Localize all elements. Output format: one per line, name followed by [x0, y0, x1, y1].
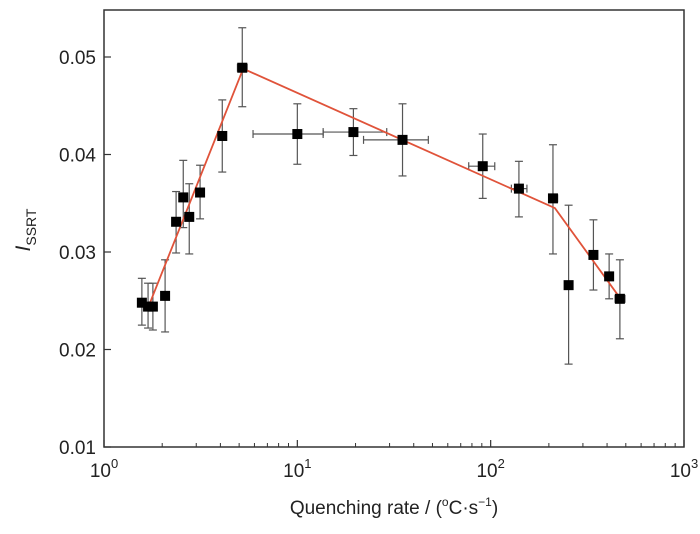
axes: 100 101 102 103 0.01 0.02 0.03 0.04 0.05 — [59, 9, 698, 482]
data-point — [604, 271, 615, 282]
data-point — [292, 129, 303, 140]
axis-labels: Quenching rate / (oC·s−1) ISSRT — [12, 208, 498, 519]
data-point — [136, 297, 147, 308]
data-point — [348, 127, 359, 138]
y-axis-label: ISSRT — [12, 208, 39, 251]
fit-line — [147, 67, 622, 308]
data-point — [614, 293, 625, 304]
data-point — [160, 290, 171, 301]
error-bars — [137, 27, 626, 365]
fit-line-group — [147, 67, 622, 308]
data-point — [217, 130, 228, 141]
data-points — [136, 62, 625, 312]
data-point — [397, 134, 408, 145]
y-tick-label: 0.02 — [59, 341, 96, 362]
y-tick-label: 0.01 — [59, 438, 96, 459]
data-point — [178, 192, 189, 203]
x-tick-label: 103 — [670, 456, 698, 482]
y-tick-label: 0.03 — [59, 243, 96, 264]
data-point — [547, 193, 558, 204]
x-axis-label: Quenching rate / (oC·s−1) — [290, 495, 498, 519]
x-tick-label: 102 — [476, 456, 504, 482]
data-point — [477, 161, 488, 172]
y-tick-label: 0.05 — [59, 48, 96, 69]
data-point — [171, 216, 182, 227]
data-point — [513, 183, 524, 194]
data-point — [563, 280, 574, 291]
data-point — [237, 62, 248, 73]
x-tick-label: 100 — [90, 456, 118, 482]
plot-frame — [103, 9, 685, 448]
data-point — [147, 301, 158, 312]
data-point — [588, 249, 599, 260]
data-point — [195, 187, 206, 198]
y-tick-label: 0.04 — [59, 146, 96, 167]
x-tick-label: 101 — [283, 456, 311, 482]
data-point — [184, 211, 195, 222]
